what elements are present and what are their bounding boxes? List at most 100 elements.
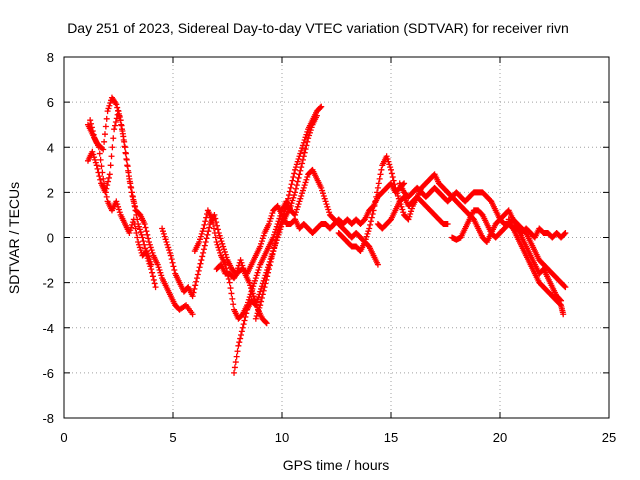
data-point: [213, 219, 220, 226]
series-track-4: [159, 211, 270, 327]
data-point: [193, 275, 200, 282]
data-point: [168, 256, 175, 263]
data-point: [302, 146, 309, 153]
axis-ticks: 0 5 10 15 20 25 -8 -6 -4 -2 0 2 4 6 8: [42, 50, 616, 445]
data-point: [371, 202, 378, 209]
data-point: [194, 271, 201, 278]
data-point: [374, 189, 381, 196]
data-point: [237, 335, 244, 342]
data-point: [301, 182, 308, 189]
data-point: [236, 339, 243, 346]
data-point: [152, 284, 159, 291]
data-point: [166, 247, 173, 254]
data-point: [101, 180, 108, 187]
x-tick-label: 0: [60, 430, 67, 445]
series-track-12: [449, 207, 569, 243]
data-point: [319, 190, 326, 197]
data-point: [386, 161, 393, 168]
data-point: [294, 203, 301, 210]
data-point: [226, 279, 233, 286]
data-point: [268, 212, 275, 219]
data-point: [217, 235, 224, 242]
data-point: [112, 118, 119, 125]
data-point: [231, 364, 238, 371]
data-point: [118, 126, 125, 133]
data-point: [96, 173, 103, 180]
data-point: [246, 294, 253, 301]
data-point: [112, 122, 119, 129]
data-point: [211, 229, 218, 236]
data-point: [270, 248, 277, 255]
data-point: [206, 224, 213, 231]
data-point: [105, 178, 112, 185]
data-point: [200, 246, 207, 253]
data-point: [293, 182, 300, 189]
y-tick-label: -4: [42, 321, 54, 336]
data-point: [297, 167, 304, 174]
data-point: [264, 273, 271, 280]
data-point: [210, 225, 217, 232]
data-point: [159, 228, 166, 235]
data-point: [288, 181, 295, 188]
data-point: [139, 234, 146, 241]
data-point: [562, 284, 569, 291]
data-point: [561, 283, 568, 290]
data-point: [238, 331, 245, 338]
x-tick-label: 10: [275, 430, 289, 445]
data-point: [324, 203, 331, 210]
data-point: [257, 243, 264, 250]
data-point: [155, 264, 162, 271]
data-point: [203, 235, 210, 242]
data-point: [148, 247, 155, 254]
data-point: [132, 225, 139, 232]
data-point: [258, 294, 265, 301]
data-point: [189, 293, 196, 300]
data-point: [272, 237, 279, 244]
data-point: [217, 249, 224, 256]
data-point: [89, 128, 96, 135]
data-point: [363, 233, 370, 240]
data-point: [100, 175, 107, 182]
data-point: [238, 328, 245, 335]
data-point: [557, 301, 564, 308]
data-point: [255, 294, 262, 301]
data-point: [267, 215, 274, 222]
data-point: [130, 196, 137, 203]
data-point: [377, 171, 384, 178]
data-point: [140, 238, 147, 245]
data-point: [259, 291, 266, 298]
data-point: [100, 146, 107, 153]
data-point: [304, 174, 311, 181]
data-point: [375, 180, 382, 187]
data-point: [288, 200, 295, 207]
data-point: [407, 211, 414, 218]
data-point: [120, 137, 127, 144]
y-tick-label: 6: [47, 95, 54, 110]
data-point: [325, 206, 332, 213]
data-point: [277, 221, 284, 228]
data-point: [255, 266, 262, 273]
data-point: [126, 178, 133, 185]
data-point: [250, 293, 257, 300]
data-point: [211, 211, 218, 218]
data-point: [293, 206, 300, 213]
data-point: [164, 241, 171, 248]
data-point: [284, 199, 291, 206]
data-point: [263, 276, 270, 283]
data-point: [102, 189, 109, 196]
data-point: [144, 231, 151, 238]
y-tick-label: 4: [47, 140, 54, 155]
data-point: [269, 251, 276, 258]
data-point: [191, 285, 198, 292]
data-point: [115, 203, 122, 210]
data-point: [240, 321, 247, 328]
data-point: [405, 216, 412, 223]
data-point: [292, 164, 299, 171]
data-point: [156, 266, 163, 273]
data-point: [321, 195, 328, 202]
data-point: [231, 369, 238, 376]
data-point: [99, 169, 106, 176]
data-point: [282, 205, 289, 212]
data-point: [256, 264, 263, 271]
data-point: [304, 128, 311, 135]
